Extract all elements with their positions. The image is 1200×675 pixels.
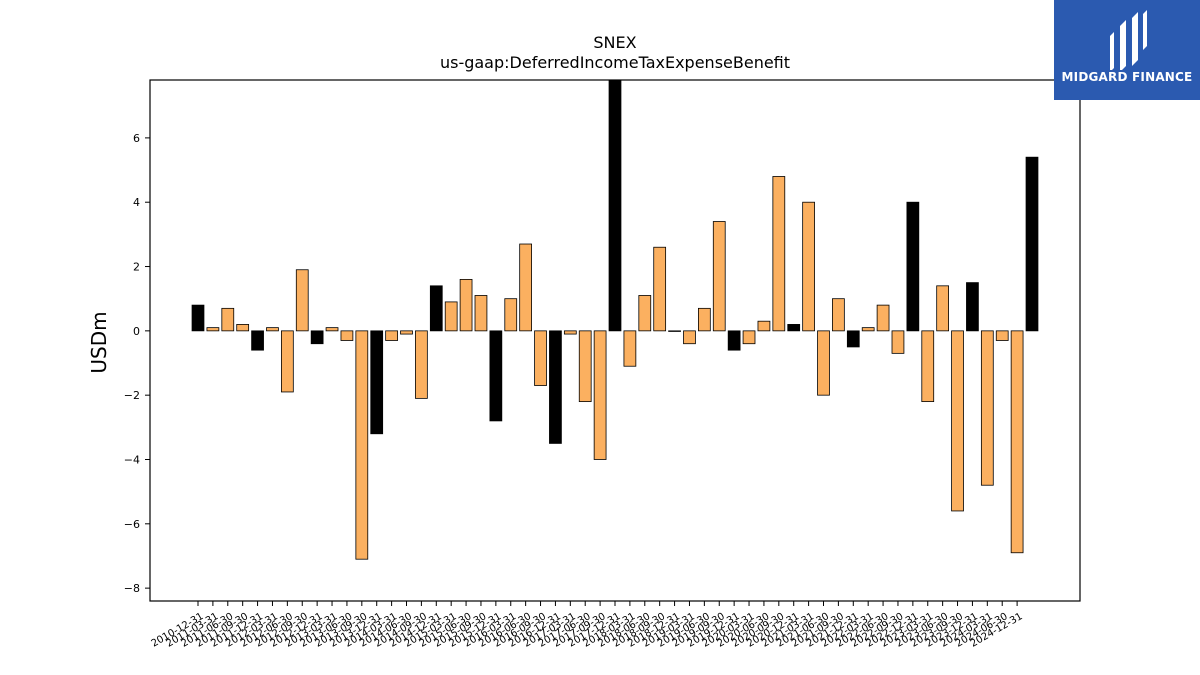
bar <box>772 176 786 332</box>
bar <box>608 79 622 332</box>
y-tick-label: 0 <box>133 325 140 338</box>
logo-text: MIDGARD FINANCE <box>1061 70 1193 84</box>
bar <box>653 246 667 332</box>
chart-subtitle: us-gaap:DeferredIncomeTaxExpenseBenefit <box>439 53 791 72</box>
bar <box>668 330 681 332</box>
bar <box>995 330 1009 341</box>
bar <box>921 330 935 403</box>
bar <box>355 330 369 560</box>
bar <box>385 330 398 341</box>
bar <box>861 327 875 332</box>
bar <box>936 285 950 332</box>
bar <box>280 330 294 393</box>
bar <box>891 330 905 354</box>
bar <box>206 327 220 332</box>
bar <box>578 330 592 403</box>
bar <box>846 330 860 348</box>
bar <box>400 330 413 335</box>
bar <box>474 295 488 332</box>
bar <box>534 330 547 386</box>
bar <box>817 330 830 396</box>
bar <box>370 330 384 435</box>
y-tick-label: 6 <box>133 132 140 145</box>
bar <box>832 298 845 332</box>
y-tick-label: −2 <box>124 389 140 402</box>
bar <box>415 330 428 399</box>
bar <box>340 330 354 341</box>
bar <box>236 324 250 332</box>
bar <box>966 282 979 332</box>
bar <box>623 330 637 367</box>
bar <box>683 330 696 345</box>
bar <box>742 330 756 345</box>
bar <box>519 243 533 332</box>
bar <box>221 307 235 332</box>
bar <box>251 330 264 351</box>
bar <box>593 330 607 460</box>
bar <box>549 330 562 444</box>
bar <box>295 269 309 332</box>
y-tick-label: −8 <box>124 582 140 595</box>
bar <box>802 201 815 332</box>
bar <box>266 327 279 332</box>
chart-title: SNEX <box>593 33 637 52</box>
bar <box>876 304 890 332</box>
y-tick-label: −4 <box>124 453 140 466</box>
bar <box>310 330 324 345</box>
bar <box>191 304 205 332</box>
bar <box>727 330 741 351</box>
bar <box>444 301 458 332</box>
bar <box>459 278 473 332</box>
bar <box>638 295 652 332</box>
bar <box>563 330 577 335</box>
bar <box>698 307 711 332</box>
bar <box>429 285 443 332</box>
bar <box>1025 156 1039 332</box>
midgard-logo-icon <box>1110 10 1147 70</box>
bar <box>325 327 339 332</box>
bar <box>787 324 801 332</box>
bar <box>504 298 518 332</box>
bar <box>1010 330 1024 554</box>
y-tick-label: −6 <box>124 518 140 531</box>
bar <box>757 320 771 332</box>
bar <box>951 330 964 512</box>
brand-logo: MIDGARD FINANCE <box>1054 0 1200 100</box>
bar <box>489 330 503 422</box>
bar <box>712 221 726 332</box>
bar <box>906 201 920 332</box>
y-axis-label: USDm <box>87 311 111 373</box>
bar <box>980 330 994 486</box>
y-tick-label: 2 <box>133 261 140 274</box>
y-tick-label: 4 <box>133 196 140 209</box>
